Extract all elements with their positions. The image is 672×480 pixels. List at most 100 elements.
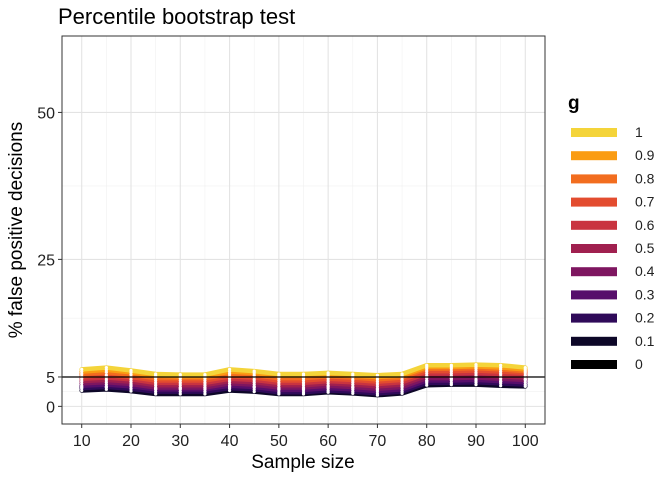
data-point-g-0.4 bbox=[301, 385, 306, 390]
data-point-g-0.8 bbox=[104, 370, 108, 374]
data-point-g-0.6 bbox=[154, 381, 158, 385]
legend-label-g-0.3: 0.3 bbox=[635, 286, 655, 302]
x-tick-label: 20 bbox=[122, 433, 140, 450]
data-point-g-0.2 bbox=[425, 381, 429, 385]
plot-panel bbox=[61, 35, 546, 425]
data-point-g-0.1 bbox=[474, 383, 478, 387]
data-point-g-0.8 bbox=[375, 377, 380, 381]
legend-key-g-1 bbox=[571, 128, 617, 137]
data-point-g-1 bbox=[203, 373, 207, 377]
data-point-g-0.5 bbox=[400, 383, 404, 387]
data-point-g-1 bbox=[178, 373, 182, 377]
x-tick-label: 80 bbox=[418, 433, 436, 450]
data-point-g-0.1 bbox=[425, 383, 429, 387]
data-point-g-0.6 bbox=[499, 372, 503, 376]
y-tick-label: 5 bbox=[46, 370, 55, 387]
data-point-g-1 bbox=[474, 363, 478, 367]
panel-border bbox=[61, 35, 546, 425]
x-tick-label: 30 bbox=[171, 433, 189, 450]
data-point-g-1 bbox=[252, 369, 256, 373]
data-point-g-0.5 bbox=[80, 379, 84, 383]
data-point-g-0.2 bbox=[375, 391, 380, 396]
data-point-g-0.9 bbox=[499, 365, 503, 370]
legend-label-g-0.5: 0.5 bbox=[635, 240, 655, 256]
legend-label-g-0.8: 0.8 bbox=[635, 170, 655, 186]
data-point-g-0.2 bbox=[326, 388, 330, 393]
legend-label-g-1: 1 bbox=[635, 124, 643, 140]
data-point-g-0.2 bbox=[80, 386, 84, 390]
data-point-g-0.4 bbox=[351, 385, 355, 389]
data-point-g-0.2 bbox=[499, 381, 503, 386]
data-point-g-1 bbox=[351, 372, 355, 376]
data-point-g-0.6 bbox=[203, 381, 207, 385]
data-point-g-0.7 bbox=[449, 369, 453, 373]
data-point-g-0.1 bbox=[499, 384, 503, 388]
data-point-g-0.6 bbox=[129, 377, 133, 381]
data-point-g-0.7 bbox=[425, 369, 429, 373]
data-point-g-0.3 bbox=[351, 387, 355, 391]
data-point-g-0.5 bbox=[154, 383, 158, 387]
data-point-g-0.4 bbox=[523, 378, 527, 382]
data-point-g-0.4 bbox=[203, 385, 207, 390]
x-tick-label: 100 bbox=[512, 433, 539, 450]
data-point-g-0.2 bbox=[129, 387, 133, 391]
legend-label-g-0.6: 0.6 bbox=[635, 217, 655, 233]
data-point-g-0.2 bbox=[474, 380, 478, 384]
data-point-g-0.3 bbox=[375, 389, 380, 393]
data-point-g-0.7 bbox=[277, 378, 281, 383]
data-point-g-0.4 bbox=[277, 385, 281, 390]
data-point-g-0.7 bbox=[351, 378, 355, 382]
data-point-g-0.2 bbox=[301, 390, 306, 394]
y-tick-label: 25 bbox=[37, 252, 55, 269]
data-point-g-0.3 bbox=[80, 384, 84, 388]
legend-key-g-0.5 bbox=[571, 244, 617, 253]
data-point-g-0.7 bbox=[326, 377, 330, 381]
data-point-g-0.2 bbox=[178, 390, 182, 394]
y-tick-label: 0 bbox=[46, 399, 55, 416]
data-point-g-0.3 bbox=[523, 380, 527, 384]
x-tick-label: 90 bbox=[467, 433, 485, 450]
data-point-g-1 bbox=[104, 365, 108, 370]
data-point-g-0.5 bbox=[178, 383, 182, 387]
legend-key-g-0.8 bbox=[571, 174, 617, 184]
data-point-g-0.2 bbox=[449, 381, 453, 385]
x-axis-title: Sample size bbox=[251, 452, 355, 473]
data-point-g-1 bbox=[326, 371, 330, 375]
legend-label-g-0.1: 0.1 bbox=[635, 333, 655, 349]
legend-key-g-0.4 bbox=[571, 267, 617, 277]
data-point-g-0.5 bbox=[227, 379, 232, 383]
data-point-g-0.8 bbox=[252, 373, 256, 377]
data-point-g-0.4 bbox=[129, 382, 133, 386]
data-point-g-0.2 bbox=[400, 390, 404, 394]
data-point-g-0.7 bbox=[375, 380, 380, 384]
data-point-g-1 bbox=[449, 363, 453, 367]
legend-label-g-0: 0 bbox=[635, 356, 643, 372]
legend-label-g-0.2: 0.2 bbox=[635, 310, 655, 326]
data-point-g-0.5 bbox=[277, 383, 281, 387]
legend-key-g-0.1 bbox=[571, 336, 617, 346]
data-point-g-0.1 bbox=[104, 387, 108, 391]
data-point-g-0.7 bbox=[203, 378, 207, 383]
data-point-g-0.6 bbox=[80, 377, 84, 381]
data-point-g-0.5 bbox=[375, 384, 380, 388]
y-axis-title: % false positive decisions bbox=[6, 122, 27, 339]
data-point-g-0.2 bbox=[104, 385, 108, 389]
data-point-g-0.5 bbox=[104, 378, 108, 382]
data-point-g-0.9 bbox=[104, 368, 108, 372]
data-point-g-0.1 bbox=[80, 388, 84, 393]
data-point-g-0.2 bbox=[523, 383, 527, 387]
data-point-g-1 bbox=[227, 367, 232, 371]
legend-label-g-0.7: 0.7 bbox=[635, 194, 655, 210]
data-point-g-0.6 bbox=[178, 381, 182, 385]
data-point-g-0.1 bbox=[154, 392, 158, 396]
legend-key-g-0.7 bbox=[571, 197, 617, 207]
data-point-g-0.7 bbox=[499, 370, 503, 374]
data-point-g-0.5 bbox=[203, 383, 207, 387]
x-tick-label: 50 bbox=[270, 433, 288, 450]
data-point-g-0.4 bbox=[375, 387, 380, 391]
data-point-g-0.3 bbox=[499, 379, 503, 383]
data-point-g-0.6 bbox=[326, 379, 330, 383]
data-point-g-0.2 bbox=[277, 390, 281, 394]
data-point-g-0.6 bbox=[523, 373, 527, 377]
